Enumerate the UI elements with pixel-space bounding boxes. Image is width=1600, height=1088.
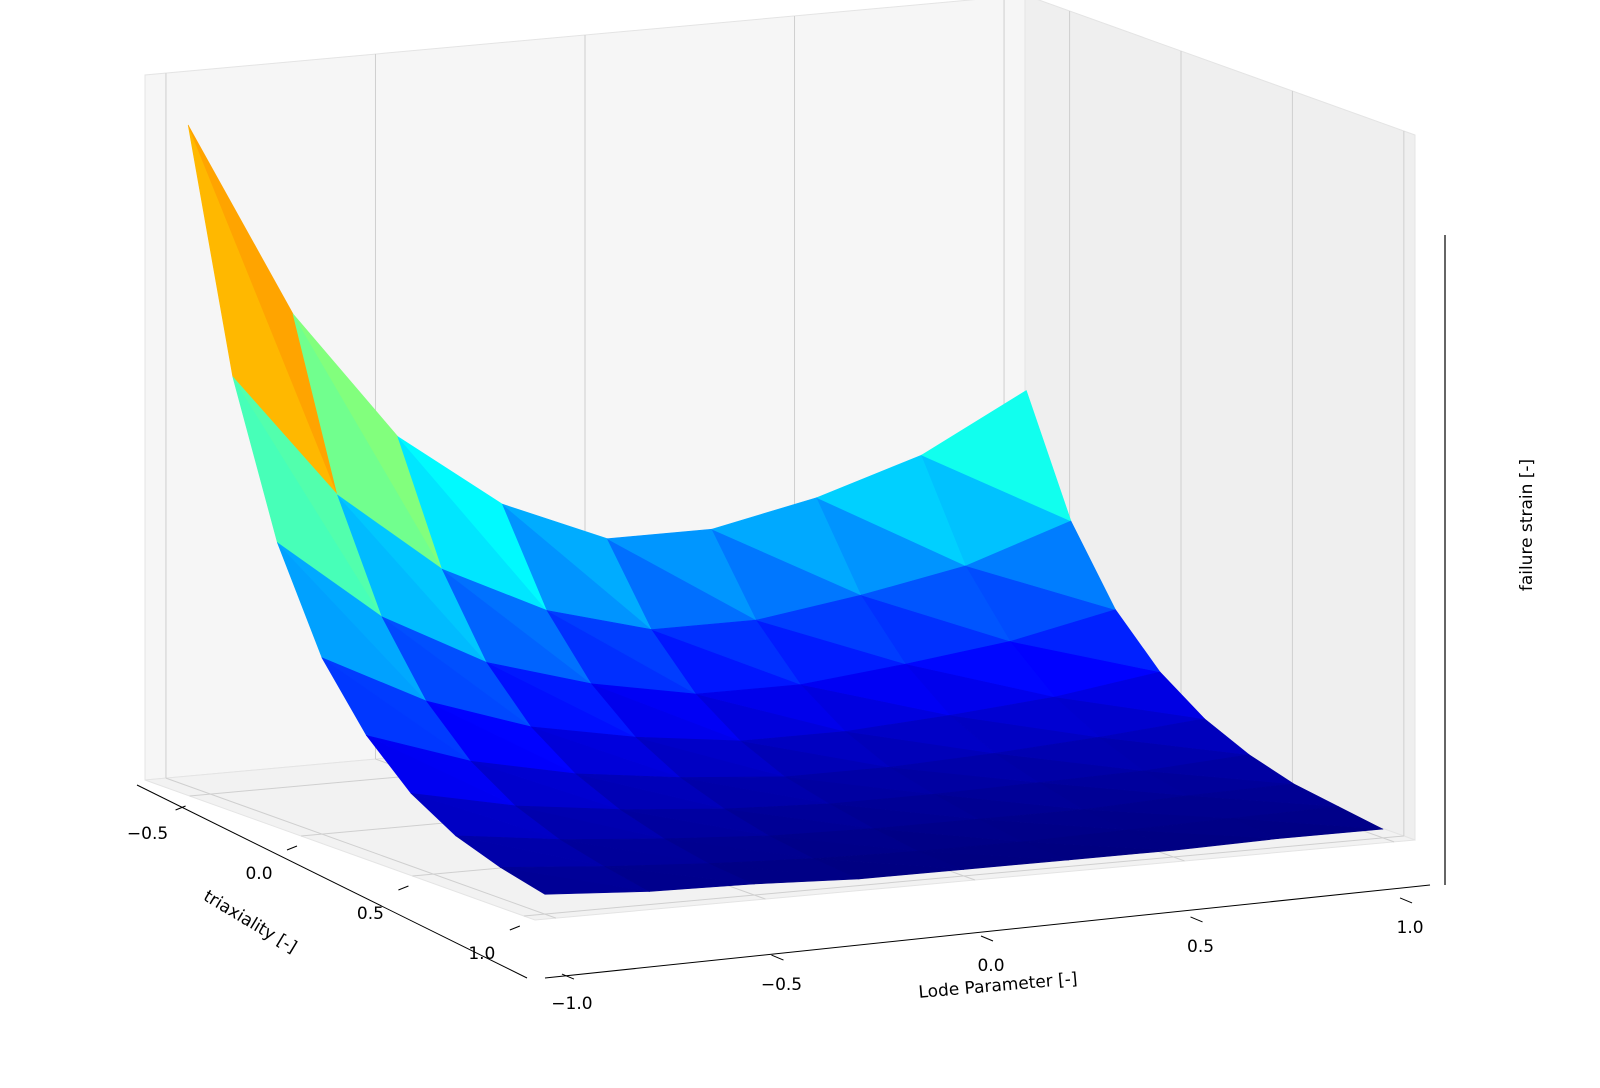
surface-facet [1055,671,1205,720]
y-tick-label: −1.0 [551,994,592,1014]
y-tick [561,973,575,980]
x-tick [286,845,298,851]
surface-facet [1010,609,1161,673]
surface [187,124,1384,895]
surface-facet [1233,806,1384,830]
y-tick-label: −0.5 [761,975,802,995]
surface-facet [965,520,1116,611]
z-axis-label: failure strain [-] [1517,459,1537,591]
surface-facet [921,390,1072,522]
x-axis-label: triaxiality [-] [200,886,300,957]
x-axis-line [136,784,528,979]
surface-facet [1099,718,1250,756]
x-tick-label: 0.0 [245,864,272,884]
y-tick [1190,916,1203,923]
x-tick-label: 1.0 [468,944,495,964]
y-tick [771,954,784,961]
surface-facet [1144,754,1295,785]
y-axis-line [544,884,1431,979]
y-tick-label: 0.0 [977,956,1004,976]
surface-facet [1188,783,1339,807]
y-tick-label: 1.0 [1397,918,1424,938]
x-tick [509,925,521,931]
y-tick [980,935,994,942]
axes: −0.5 0.0 0.5 1.0 −1.0 −0.5 0.0 0.5 1.0 [127,235,1446,1014]
x-tick-label: 0.5 [357,904,384,924]
y-tick [1399,897,1413,904]
grid-line [165,777,557,919]
x-tick [398,885,409,891]
x-tick-label: −0.5 [127,824,168,844]
x-tick [175,805,186,811]
y-tick-label: 0.5 [1187,937,1214,957]
